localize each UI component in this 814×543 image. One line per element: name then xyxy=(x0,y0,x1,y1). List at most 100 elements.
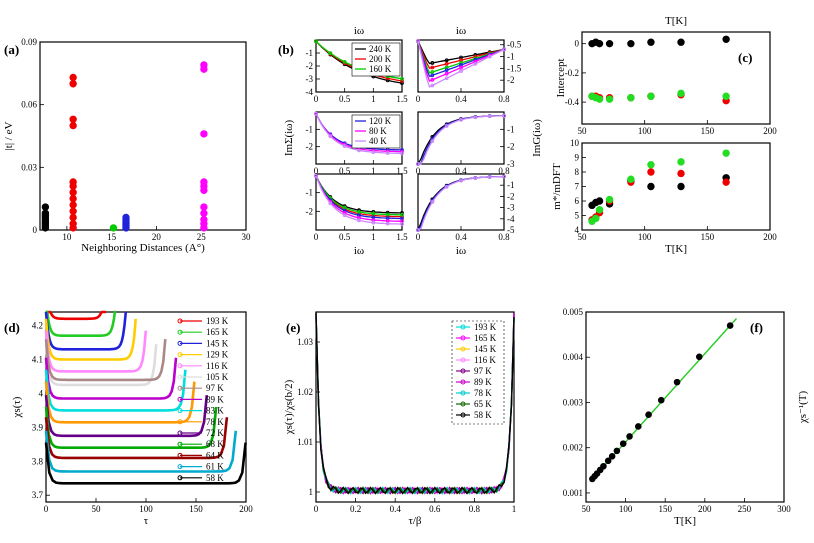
panel-b-legend-entry: 240 K xyxy=(369,44,392,54)
panel-b-green-marker xyxy=(430,83,435,88)
panel-b-green-marker xyxy=(444,61,449,66)
panel-e-xlabel: τ/β xyxy=(408,515,421,527)
panel-e-legend-entry: 145 K xyxy=(474,344,497,354)
panel-d-xtick-label: 50 xyxy=(92,504,102,514)
panel-b-green-marker xyxy=(430,200,435,204)
panel-b-legend-entry: 80 K xyxy=(369,126,387,136)
panel-d-curve xyxy=(44,344,158,387)
panel-b-green-marker xyxy=(430,73,435,78)
panel-a-frame xyxy=(39,41,247,231)
panel-b-sigma-marker xyxy=(342,211,347,215)
panel-b-green-marker xyxy=(444,58,449,63)
panel-c-bottom-point xyxy=(647,168,655,176)
panel-b-green-marker xyxy=(416,162,420,166)
panel-d-curve xyxy=(44,311,128,351)
panel-f-point xyxy=(645,411,652,418)
panel-b-legend-entry: 120 K xyxy=(369,116,392,126)
panel-b-sigma-2-xtick-label: 1 xyxy=(371,232,376,242)
panel-a-xtick-label: 15 xyxy=(107,232,117,242)
panel-d-legend-entry: 105 K xyxy=(206,372,229,382)
panel-a-xlabel: Neighboring Distances (A°) xyxy=(81,242,205,254)
panel-b-green-curve xyxy=(417,41,505,88)
panel-a-point xyxy=(69,213,77,222)
panel-c-bottom-ytick-label: 7 xyxy=(575,182,580,192)
panel-b-sigma-1-frame xyxy=(315,111,403,165)
panel-a-xtick-label: 25 xyxy=(197,232,207,242)
panel-b-sigma-marker xyxy=(385,76,390,81)
panel-f-point xyxy=(695,353,703,361)
panel-b-green-marker xyxy=(473,59,478,64)
panel-b-sigma-0-xtick-label: 0.5 xyxy=(339,94,351,104)
panel-f-xtick-label: 200 xyxy=(698,504,712,514)
panel-e-legend-marker xyxy=(460,335,466,341)
panel-e-legend-entry: 89 K xyxy=(474,377,492,387)
panel-b-green-marker xyxy=(416,228,420,232)
panel-e-curve xyxy=(315,312,515,495)
panel-b-sigma-1-ytick-label: -2 xyxy=(306,142,314,152)
panel-f-ytick-label: 0.005 xyxy=(563,307,584,317)
panel-b-sigma-marker xyxy=(385,221,390,226)
panel-d-curve xyxy=(44,417,229,460)
panel-d-legend-marker xyxy=(177,329,183,335)
panel-c-top-ytick-label: -0.4 xyxy=(565,97,580,107)
panel-d-legend-marker xyxy=(177,396,183,402)
panel-b-sigma-marker xyxy=(400,79,404,83)
panel-d-xtick-label: 0 xyxy=(44,504,49,514)
panel-a-point xyxy=(69,178,77,186)
panel-d-curve xyxy=(44,406,218,450)
panel-f-point xyxy=(604,457,612,465)
panel-a-ytick-label: 0.06 xyxy=(21,100,37,110)
panel-d-ytick-label: 4.2 xyxy=(32,321,43,331)
panel-e-legend-entry: 97 K xyxy=(474,366,492,376)
panel-c-xlabel: T[K] xyxy=(665,243,687,255)
panel-d-xtick-label: 100 xyxy=(139,504,153,514)
panel-f-point xyxy=(726,322,734,329)
panel-d-legend-marker xyxy=(177,441,183,447)
panel-d-curve xyxy=(44,430,238,473)
panel-b-green-1-ytick-label: -2 xyxy=(507,142,515,152)
panel-b-green-1-xtick-label: 0.4 xyxy=(455,166,467,176)
panel-a-xtick-label: 30 xyxy=(242,232,252,242)
panel-d-legend-entry: 78 K xyxy=(206,417,224,427)
panel-b-green-0-xtick-label: 0 xyxy=(416,94,421,104)
panel-f-xtick-label: 100 xyxy=(619,504,633,514)
panel-d-legend-entry: 61 K xyxy=(206,462,224,472)
panel-b-green-marker xyxy=(416,39,420,44)
panel-b-right-ylabel: ImG(iω) xyxy=(531,119,543,157)
panel-d-legend-marker xyxy=(177,374,183,380)
panel-b-green-0-ytick-label: -0.5 xyxy=(507,40,522,50)
panel-c-top-point xyxy=(605,39,614,48)
panel-a-point xyxy=(69,188,77,197)
panel-b-sigma-2-xtick-label: 0 xyxy=(314,232,319,242)
panel-d-legend-entry: 83 K xyxy=(206,406,224,416)
panel-c-bottom-ytick-label: 6 xyxy=(575,196,580,206)
panel-b-sigma-marker xyxy=(371,220,376,225)
panel-b-green-curve xyxy=(417,175,505,231)
panel-c-bottom-ylabel: m*/mDFT xyxy=(551,163,563,210)
panel-c-bottom-point xyxy=(627,175,635,183)
panel-a-xtick-label: 20 xyxy=(152,232,162,242)
panel-a-point xyxy=(200,130,208,138)
panel-e-legend-entry: 65 K xyxy=(474,399,492,409)
panel-d-ylabel: χs(τ) xyxy=(11,396,23,418)
panel-f-point xyxy=(673,378,681,386)
panel-c-top-point xyxy=(595,95,604,103)
panel-b-sigma-marker xyxy=(328,201,333,206)
panel-f-xtick-label: 250 xyxy=(738,504,752,514)
panel-d-legend-marker xyxy=(177,385,183,391)
panel-f-point xyxy=(613,447,621,455)
panel-b-sigma-0-ytick-label: -3 xyxy=(306,74,314,84)
panel-b-sigma-2-xtick-label: 0.5 xyxy=(339,232,351,242)
panel-b-green-marker xyxy=(459,69,463,73)
panel-e-xtick-label: 0.2 xyxy=(350,504,361,514)
panel-d-curve xyxy=(44,318,137,361)
panel-b-green-0-xtick-label: 0.8 xyxy=(498,94,510,104)
panel-c-bottom-point xyxy=(677,169,685,178)
panel-d-legend-entry: 97 K xyxy=(206,383,224,393)
panel-f-point xyxy=(657,396,665,404)
panel-b-top-xlabel-left: iω xyxy=(354,25,364,37)
panel-f-point xyxy=(634,423,642,430)
panel-e-xtick-label: 0.8 xyxy=(469,504,481,514)
